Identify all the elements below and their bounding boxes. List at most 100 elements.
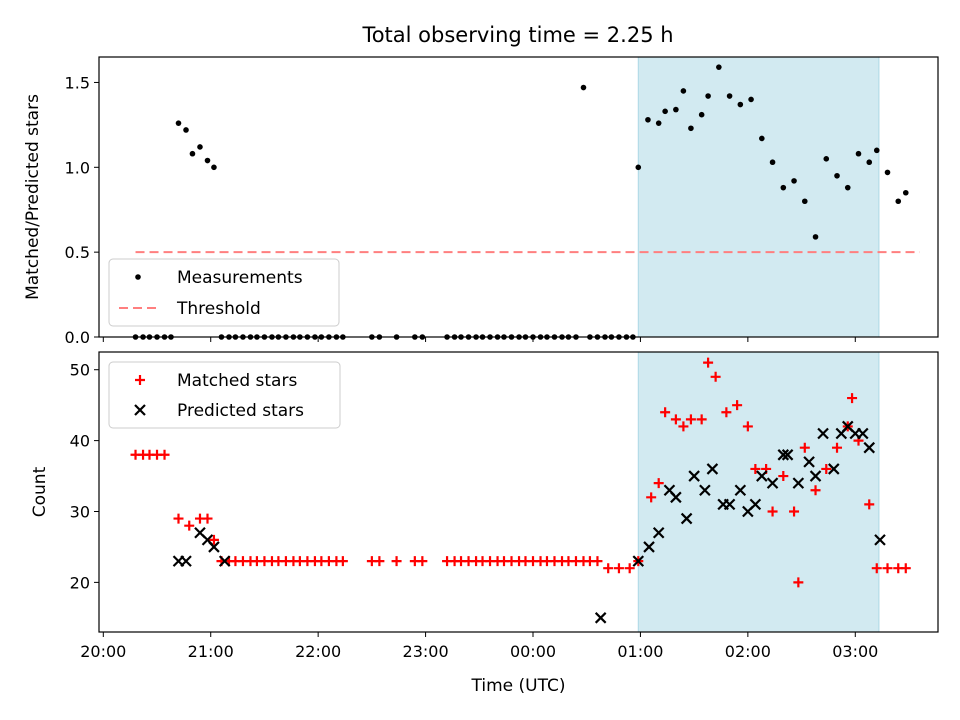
matched-star-point — [799, 442, 810, 453]
markers — [130, 357, 911, 624]
x-tick-label: 22:00 — [295, 642, 341, 661]
matched-star-point — [864, 499, 875, 510]
legend-measurements-label: Measurements — [177, 268, 303, 288]
matched-star-point — [184, 520, 195, 531]
matched-star-point — [202, 513, 213, 524]
matched-star-point — [646, 492, 657, 503]
measurement-point — [673, 106, 679, 113]
matched-star-point — [417, 556, 428, 567]
measurement-point — [655, 120, 662, 126]
x-tick-label: 01:00 — [617, 642, 663, 661]
predicted-star-point — [643, 541, 655, 553]
legend-predicted-marker — [134, 404, 146, 416]
x-tick-label: 00:00 — [510, 642, 556, 661]
predicted-star-point — [208, 541, 220, 553]
legend-measurement-marker — [135, 274, 141, 280]
legend-matched-label: Matched stars — [177, 371, 297, 391]
measurement-point — [688, 125, 694, 132]
predicted-star-point — [781, 449, 794, 461]
measurement-point — [635, 164, 642, 171]
measurement-point — [211, 164, 217, 171]
measurement-point — [189, 150, 196, 157]
plot-frame — [98, 351, 939, 633]
measurement-point — [801, 198, 808, 205]
measurement-point — [769, 159, 776, 166]
matched-star-point — [778, 471, 789, 482]
predicted-star-point — [777, 449, 790, 461]
measurement-point — [759, 135, 765, 142]
legend-predicted-label: Predicted stars — [177, 401, 304, 421]
y-axis-label: Matched/Predicted stars — [23, 94, 43, 300]
matched-star-point — [810, 485, 821, 496]
measurement-point — [698, 111, 705, 118]
y-axis-label: Count — [30, 466, 50, 517]
x-tick-label: 21:00 — [188, 642, 234, 661]
matched-star-point — [678, 421, 689, 432]
x-tick-label: 23:00 — [403, 642, 449, 661]
legend-matched-marker — [135, 375, 145, 385]
measurement-point — [791, 178, 797, 184]
measurement-point — [204, 157, 211, 164]
measurement-point — [884, 169, 891, 176]
x-tick-label: 03:00 — [832, 642, 878, 661]
legend: Matched stars Predicted stars — [108, 361, 341, 429]
y-tick-label: 0.5 — [65, 243, 90, 262]
predicted-star-point — [809, 470, 822, 482]
measurement-point — [183, 127, 189, 133]
y-tick-label: 30 — [70, 502, 90, 521]
measurement-point — [662, 108, 668, 115]
matched-star-point — [767, 506, 778, 517]
matched-star-point — [832, 442, 843, 453]
count-panel: 20 30 40 50 20:00 21:00 22:00 23:00 00:00 01:00 02… — [30, 351, 939, 696]
matched-star-point — [793, 577, 804, 588]
matched-star-point — [208, 534, 219, 545]
predicted-star-point — [632, 555, 645, 567]
measurement-point — [580, 84, 587, 91]
ratio-panel: 0.0 0.5 1.0 1.5 Matched/Predicted stars Measu… — [23, 56, 939, 347]
matched-star-point — [821, 463, 832, 474]
matched-star-point — [847, 393, 858, 404]
predicted-star-point — [828, 463, 840, 475]
measurement-point — [705, 93, 711, 99]
matched-star-point — [721, 407, 732, 418]
matched-star-point — [660, 407, 671, 418]
measurement-point — [748, 96, 754, 103]
predicted-star-point — [706, 463, 719, 475]
matched-star-point — [789, 506, 800, 517]
predicted-star-point — [680, 512, 693, 525]
matched-star-point — [750, 463, 761, 474]
figure-title: Total observing time = 2.25 h — [361, 23, 673, 47]
predicted-star-point — [218, 555, 231, 567]
matched-star-point — [159, 449, 170, 460]
measurement-point — [197, 144, 203, 150]
predicted-star-point — [817, 427, 829, 440]
predicted-star-point — [857, 427, 869, 440]
measurement-point — [895, 198, 902, 205]
shaded-span — [637, 56, 880, 338]
measurement-point — [823, 156, 830, 162]
measurement-point — [855, 150, 862, 157]
measurement-point — [812, 234, 819, 240]
matched-star-point — [391, 556, 402, 567]
matched-star-point — [670, 414, 681, 425]
matched-star-point — [696, 414, 707, 425]
legend: Measurements Threshold — [108, 258, 340, 327]
predicted-star-point — [792, 477, 805, 489]
predicted-star-point — [699, 484, 711, 497]
y-tick-label: 0.0 — [65, 328, 90, 347]
predicted-star-point — [756, 470, 768, 482]
predicted-star-point — [863, 441, 876, 454]
matched-star-point — [613, 563, 624, 574]
matched-star-point — [374, 556, 385, 567]
y-tick-label: 50 — [70, 361, 90, 380]
matched-star-point — [871, 563, 882, 574]
matched-star-point — [173, 513, 184, 524]
matched-star-point — [624, 563, 635, 574]
y-tick-label: 1.5 — [65, 73, 90, 92]
measurement-point — [175, 120, 182, 126]
matched-star-point — [592, 556, 603, 567]
x-tick-label: 20:00 — [80, 642, 126, 661]
measurement-point — [902, 189, 909, 196]
matched-star-point — [603, 563, 614, 574]
measurement-point — [680, 88, 687, 94]
